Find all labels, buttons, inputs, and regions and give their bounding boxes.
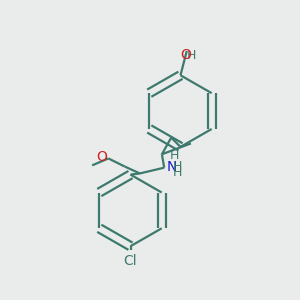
Text: N: N: [167, 160, 177, 173]
Text: Cl: Cl: [124, 254, 137, 268]
Text: H: H: [170, 149, 179, 162]
Text: H: H: [187, 49, 196, 62]
Text: O: O: [96, 150, 107, 164]
Text: H: H: [173, 166, 182, 179]
Text: O: O: [180, 47, 191, 61]
Text: H: H: [173, 160, 182, 173]
